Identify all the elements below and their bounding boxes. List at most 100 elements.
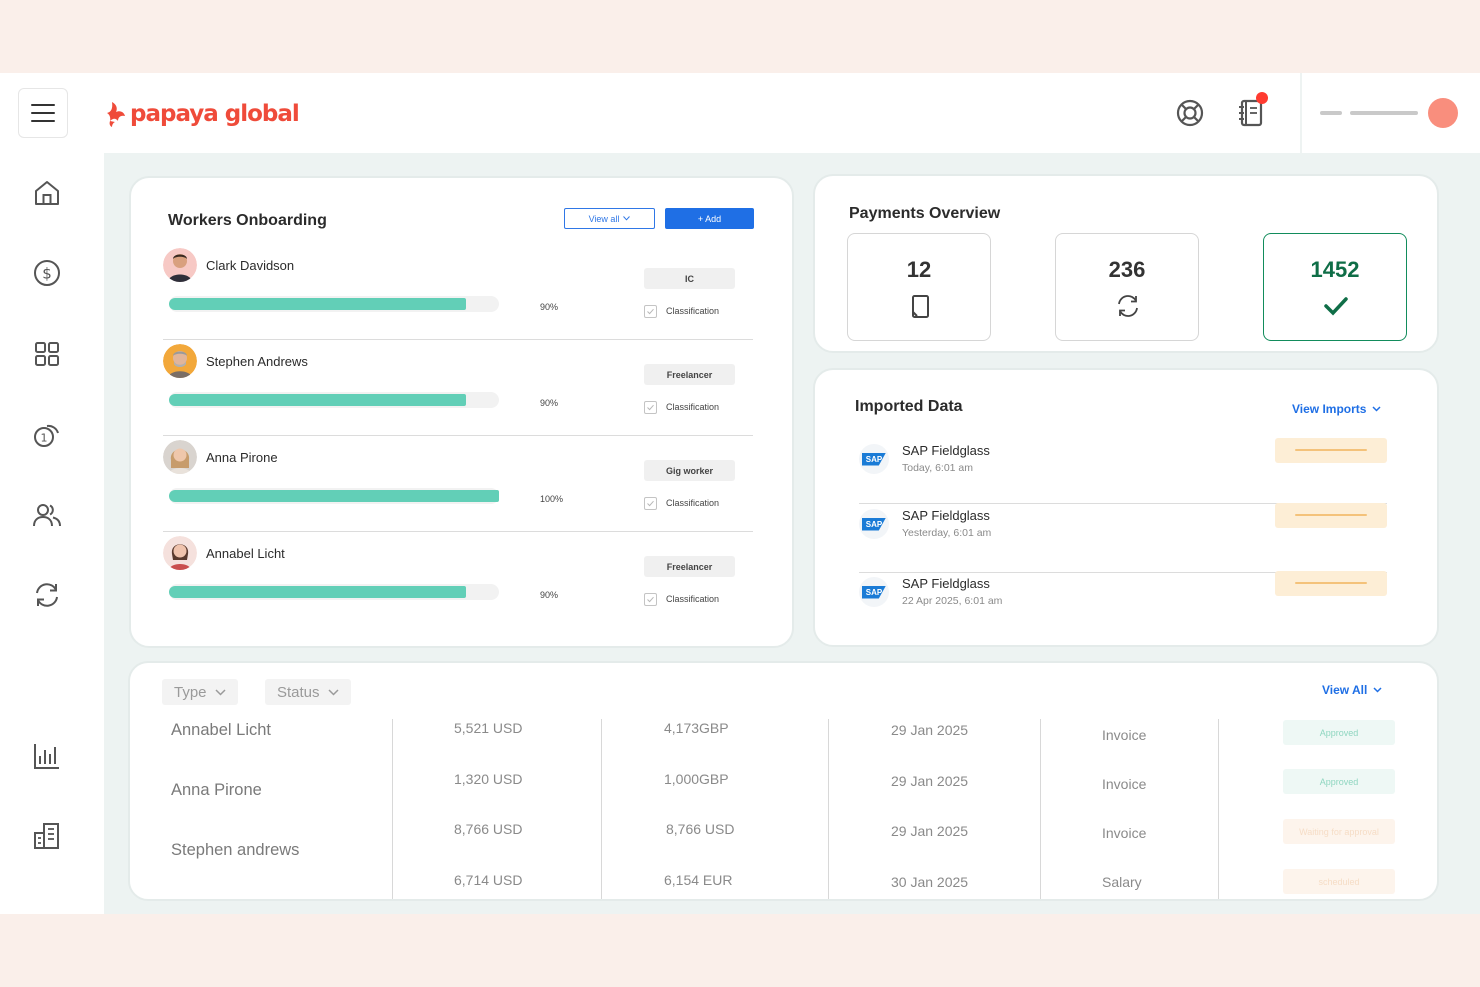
- progress-percent: 90%: [540, 398, 559, 408]
- import-row[interactable]: SAP SAP Fieldglass Today, 6:01 am: [859, 438, 1387, 504]
- workers-onboarding-card: Workers Onboarding View all + Add Clark …: [129, 176, 794, 648]
- classification-checkbox[interactable]: [644, 305, 657, 318]
- main-content: Workers Onboarding View all + Add Clark …: [104, 153, 1480, 914]
- worker-row[interactable]: Anna Pirone 100% Gig worker Classificati…: [163, 436, 753, 532]
- import-time: 22 Apr 2025, 6:01 am: [902, 595, 1003, 607]
- bar-chart-icon[interactable]: [31, 740, 63, 772]
- import-status-pill: [1275, 503, 1387, 528]
- progress-percent: 90%: [540, 590, 559, 600]
- stat-box-completed[interactable]: 1452: [1263, 233, 1407, 341]
- card-title: Payments Overview: [849, 205, 1001, 222]
- user-role-placeholder: [1350, 111, 1418, 115]
- building-icon[interactable]: [31, 820, 63, 852]
- view-all-button[interactable]: View all: [564, 208, 655, 229]
- converted-amount-cell: 8,766 USD: [666, 821, 735, 837]
- stat-value: 1452: [1310, 257, 1360, 282]
- converted-amount-cell: 6,154 EUR: [664, 872, 733, 888]
- papaya-logo-icon: [107, 102, 125, 127]
- classification-label: Classification: [666, 498, 720, 508]
- converted-amount-cell: 4,173GBP: [664, 720, 729, 736]
- notification-dot: [1256, 92, 1268, 104]
- progress-fill: [169, 298, 466, 310]
- worker-row[interactable]: Clark Davidson 90% IC Classification: [163, 244, 753, 340]
- avatar: [163, 344, 197, 378]
- status-filter-dropdown[interactable]: Status: [265, 679, 351, 705]
- import-status-pill: [1275, 438, 1387, 463]
- avatar[interactable]: [1428, 98, 1458, 128]
- chevron-down-icon: [328, 688, 339, 696]
- type-cell: Invoice: [1102, 727, 1147, 743]
- date-cell: 30 Jan 2025: [891, 874, 969, 890]
- onboarding-progress-bar: [169, 584, 499, 600]
- onboarding-progress-bar: [169, 392, 499, 408]
- view-all-link[interactable]: View All: [1322, 683, 1382, 697]
- refresh-icon: [1118, 295, 1138, 317]
- chevron-down-icon: [1373, 687, 1382, 693]
- date-cell: 29 Jan 2025: [891, 722, 969, 738]
- stat-box-processing[interactable]: 236: [1055, 233, 1199, 341]
- dollar-icon[interactable]: $: [31, 257, 63, 289]
- svg-text:$: $: [42, 265, 52, 283]
- grid-icon[interactable]: [31, 338, 63, 370]
- worker-type-badge: Gig worker: [644, 460, 735, 481]
- sap-logo-icon: SAP: [859, 577, 889, 607]
- stat-box-documents[interactable]: 12: [847, 233, 991, 341]
- date-cell: 29 Jan 2025: [891, 823, 969, 839]
- sap-logo-text: SAP: [862, 452, 886, 466]
- hamburger-icon[interactable]: [18, 88, 68, 138]
- top-bar: papaya global: [0, 73, 1480, 153]
- svg-text:1: 1: [41, 432, 48, 445]
- classification-checkbox[interactable]: [644, 497, 657, 510]
- checkmark-icon: [647, 596, 654, 603]
- import-row[interactable]: SAP SAP Fieldglass Yesterday, 6:01 am: [859, 503, 1387, 573]
- import-time: Today, 6:01 am: [902, 462, 974, 474]
- onboarding-progress-bar: [169, 296, 499, 312]
- card-title: Imported Data: [855, 398, 963, 415]
- worker-type-badge: IC: [644, 268, 735, 289]
- app-window: papaya global: [0, 73, 1480, 914]
- import-row[interactable]: SAP SAP Fieldglass 22 Apr 2025, 6:01 am: [859, 571, 1387, 637]
- worker-name: Anna Pirone: [206, 450, 278, 465]
- classification-checkbox[interactable]: [644, 593, 657, 606]
- payee-name[interactable]: Anna Pirone: [171, 781, 262, 799]
- brand-name: papaya global: [130, 101, 300, 127]
- worker-row[interactable]: Stephen Andrews 90% Freelancer Classific…: [163, 340, 753, 436]
- classification-checkbox[interactable]: [644, 401, 657, 414]
- payee-name[interactable]: Stephen andrews: [171, 841, 300, 859]
- progress-fill: [169, 586, 466, 598]
- type-filter-dropdown[interactable]: Type: [162, 679, 238, 705]
- amount-cell: 8,766 USD: [454, 821, 523, 837]
- view-imports-label: View Imports: [1292, 402, 1367, 416]
- progress-fill: [169, 394, 466, 406]
- topbar-divider: [1300, 73, 1302, 153]
- sap-logo-icon: SAP: [859, 509, 889, 539]
- worker-type-badge: Freelancer: [644, 556, 735, 577]
- status-filter-label: Status: [277, 683, 320, 701]
- worker-type-badge: Freelancer: [644, 364, 735, 385]
- user-menu[interactable]: [1320, 97, 1458, 129]
- checkmark-icon: [647, 404, 654, 411]
- type-cell: Invoice: [1102, 825, 1147, 841]
- date-cell: 29 Jan 2025: [891, 773, 969, 789]
- checkmark-icon: [647, 308, 654, 315]
- progress-percent: 100%: [540, 494, 564, 504]
- view-imports-link[interactable]: View Imports: [1292, 402, 1381, 416]
- brand-logo[interactable]: papaya global: [106, 97, 300, 131]
- payee-name[interactable]: Annabel Licht: [171, 721, 271, 739]
- home-icon[interactable]: [31, 177, 63, 209]
- notebook-icon[interactable]: [1235, 97, 1267, 129]
- refresh-icon[interactable]: [31, 579, 63, 611]
- classification-label: Classification: [666, 402, 720, 412]
- lifebuoy-icon[interactable]: [1174, 97, 1206, 129]
- amount-cell: 6,714 USD: [454, 872, 523, 888]
- progress-percent: 90%: [540, 302, 559, 312]
- add-worker-button[interactable]: + Add: [665, 208, 754, 229]
- import-time: Yesterday, 6:01 am: [902, 527, 992, 539]
- onboarding-progress-bar: [169, 488, 499, 504]
- payments-overview-card: Payments Overview 12 236 1452: [813, 174, 1439, 353]
- worker-row[interactable]: Annabel Licht 90% Freelancer Classificat…: [163, 532, 753, 628]
- view-all-label: View all: [588, 213, 620, 224]
- coins-icon[interactable]: 1: [31, 418, 63, 450]
- users-icon[interactable]: [31, 499, 63, 531]
- status-badge: scheduled: [1283, 869, 1395, 894]
